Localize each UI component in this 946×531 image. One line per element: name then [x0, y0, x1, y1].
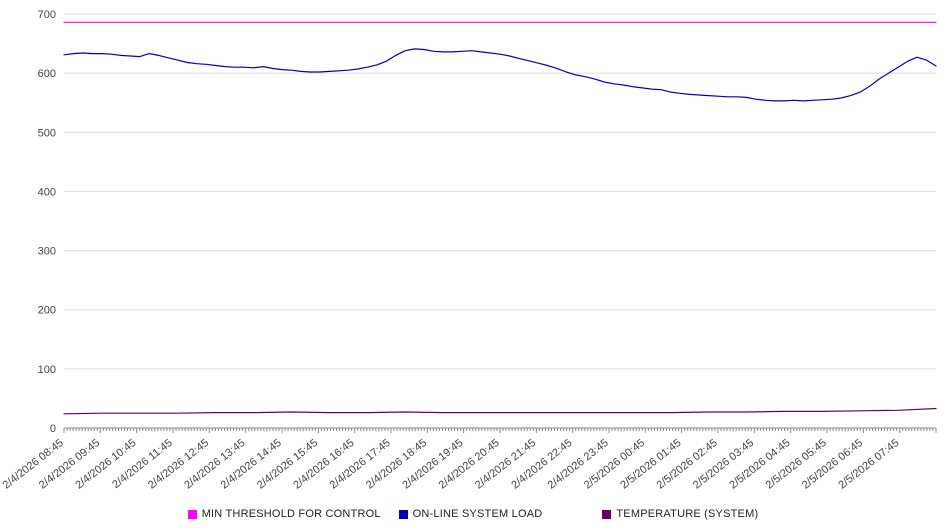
y-tick-label: 500: [38, 127, 56, 139]
legend-swatch-icon: [602, 509, 612, 519]
legend-swatch-icon: [187, 509, 197, 519]
y-tick-label: 600: [38, 68, 56, 80]
y-tick-label: 100: [38, 364, 56, 376]
y-tick-label: 700: [38, 9, 56, 21]
chart-legend: MIN THRESHOLD FOR CONTROL ON-LINE SYSTEM …: [0, 508, 946, 520]
y-tick-label: 0: [50, 423, 56, 435]
y-tick-label: 400: [38, 186, 56, 198]
series-line-1: [63, 48, 937, 102]
y-tick-label: 200: [38, 305, 56, 317]
legend-label: ON-LINE SYSTEM LOAD: [412, 508, 543, 520]
legend-item-0: MIN THRESHOLD FOR CONTROL: [187, 508, 381, 520]
series-line-2: [63, 407, 937, 415]
legend-swatch-icon: [398, 509, 408, 519]
x-tick-label: 2/4/2026 08:45: [1, 437, 66, 492]
legend-label: MIN THRESHOLD FOR CONTROL: [201, 508, 381, 520]
y-tick-label: 300: [38, 246, 56, 258]
legend-item-2: TEMPERATURE (SYSTEM): [602, 508, 758, 520]
legend-item-1: ON-LINE SYSTEM LOAD: [398, 508, 543, 520]
legend-label: TEMPERATURE (SYSTEM): [616, 508, 759, 520]
